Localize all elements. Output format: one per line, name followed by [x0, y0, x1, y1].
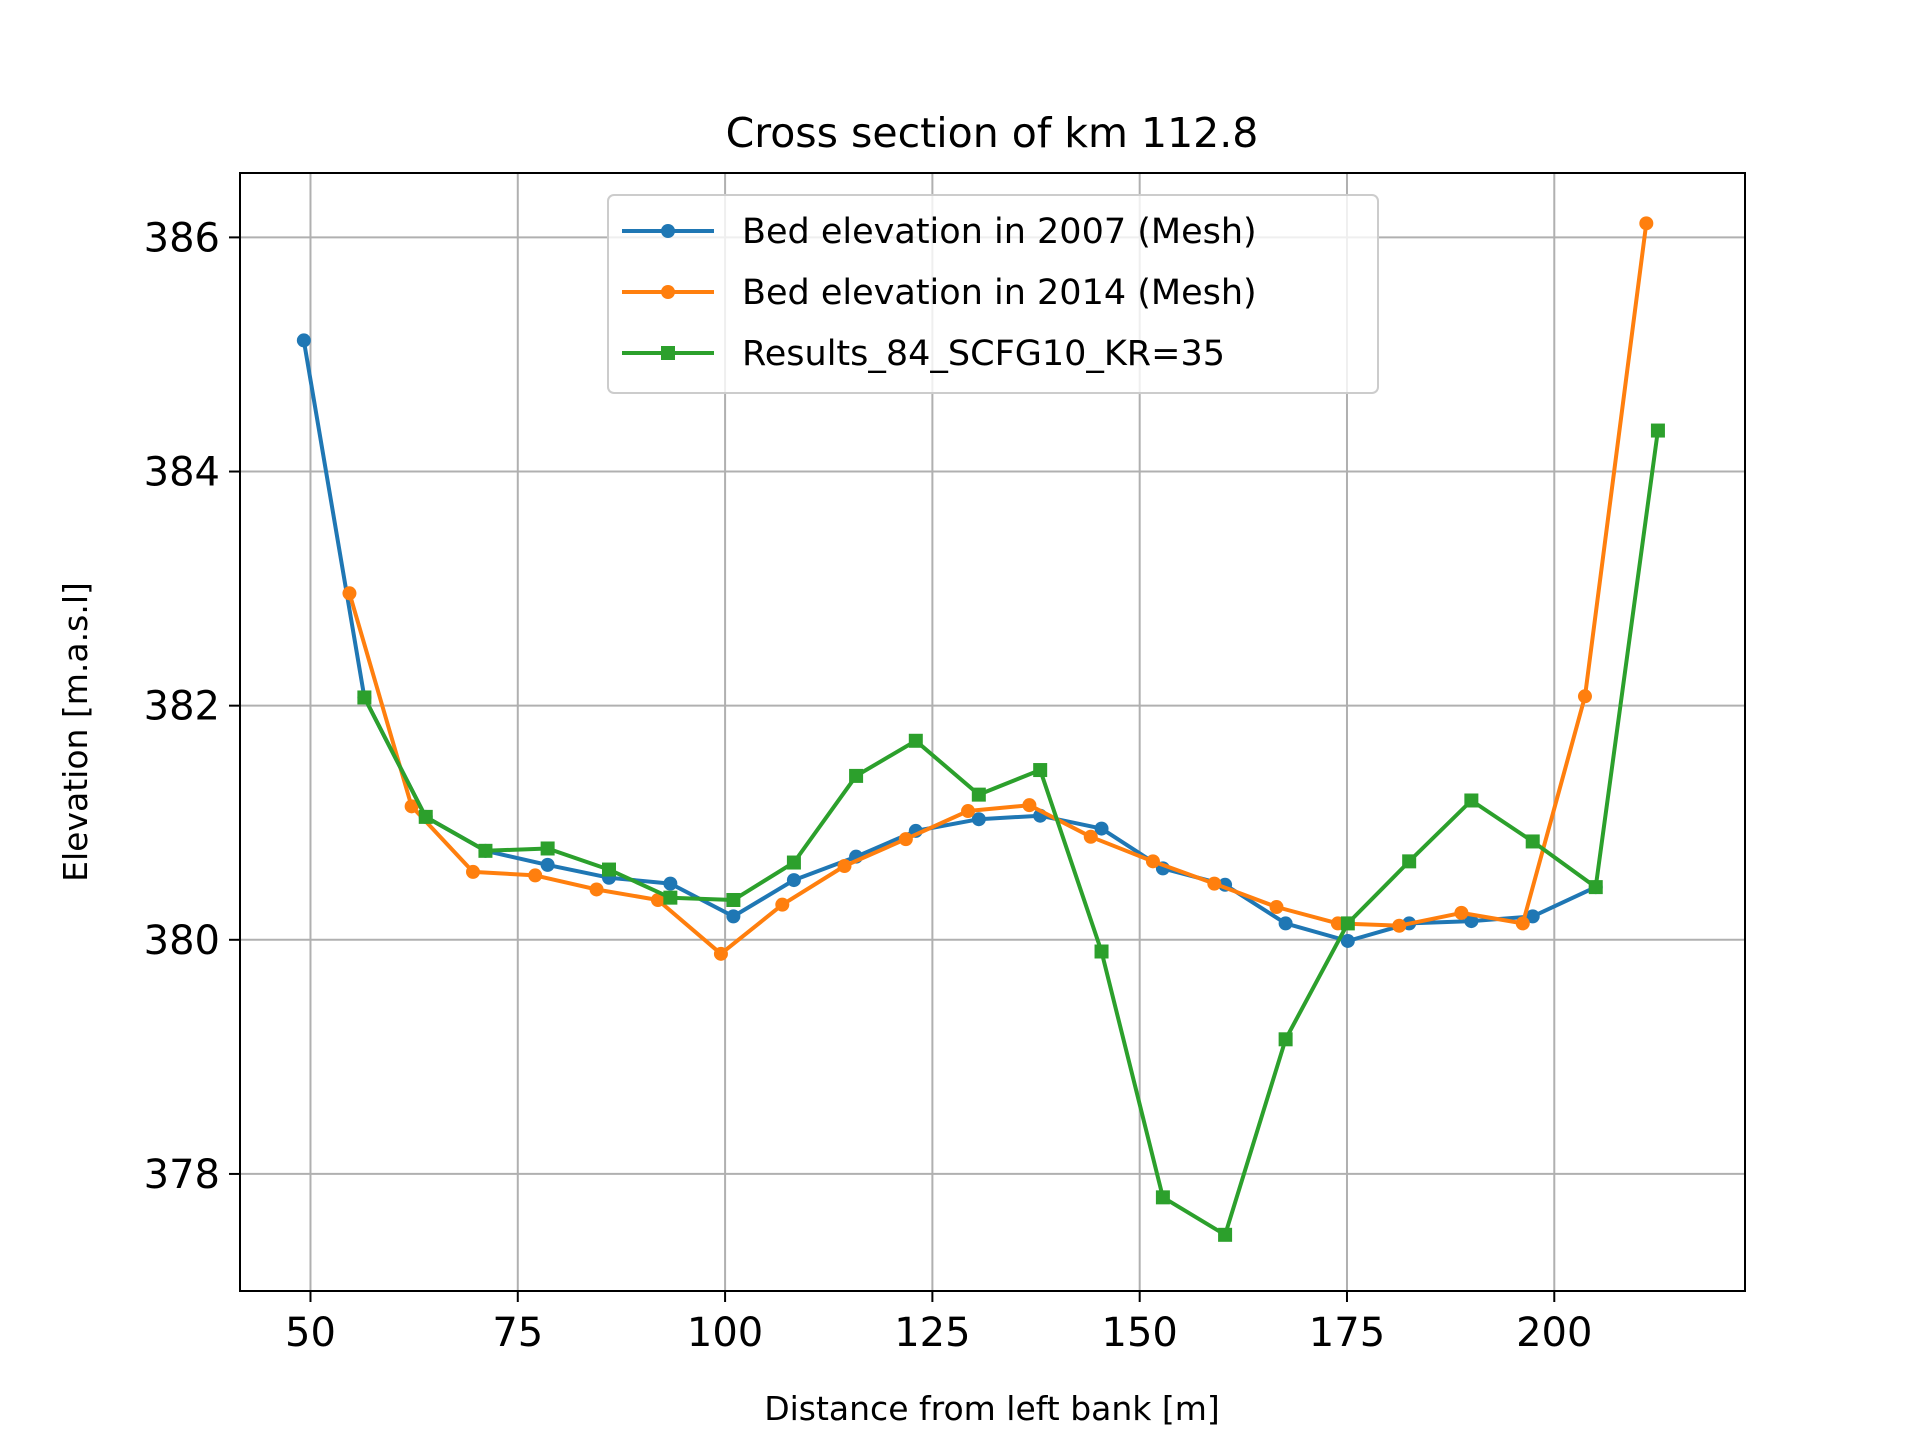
x-tick-label: 100: [687, 1310, 763, 1356]
data-point-circle: [1525, 909, 1540, 924]
data-point-circle: [1639, 216, 1654, 231]
legend-box: [607, 194, 1379, 394]
data-point-circle: [663, 876, 678, 891]
x-tick-label: 150: [1102, 1310, 1178, 1356]
data-point-circle: [1145, 854, 1160, 869]
axis-ticks: 50 75 100 125 150 175 200 378 380 382 384 386: [144, 215, 1593, 1356]
data-point-square: [1094, 944, 1109, 959]
data-point-circle: [1083, 829, 1098, 844]
data-point-circle: [528, 868, 543, 883]
legend-label: Results_84_SCFG10_KR=35: [742, 334, 1225, 374]
series-line: [347, 223, 1649, 956]
data-point-circle: [713, 946, 728, 961]
data-point-square: [540, 841, 555, 856]
series-line: [362, 430, 1660, 1237]
data-point-circle: [1577, 689, 1592, 704]
data-point-square: [726, 892, 741, 907]
y-tick-label: 378: [144, 1152, 220, 1198]
legend-entry: Results_84_SCFG10_KR=35: [622, 334, 1225, 374]
data-point-circle: [1094, 821, 1109, 836]
legend-label: Bed elevation in 2014 (Mesh): [742, 273, 1257, 313]
data-point-circle: [540, 857, 555, 872]
x-tick-label: 75: [492, 1310, 543, 1356]
legend-entry: Bed elevation in 2014 (Mesh): [622, 273, 1257, 313]
y-axis-label: Elevation [m.a.s.l]: [56, 582, 95, 882]
data-point-square: [1464, 793, 1479, 808]
data-point-square: [1650, 423, 1665, 438]
x-tick-label: 175: [1309, 1310, 1385, 1356]
data-point-circle: [1278, 916, 1293, 931]
data-point-square: [1033, 763, 1048, 778]
legend: Bed elevation in 2007 (Mesh) Bed elevatio…: [607, 194, 1379, 394]
data-point-square: [1525, 834, 1540, 849]
data-point-circle: [971, 812, 986, 827]
x-tick-label: 200: [1516, 1310, 1592, 1356]
data-point-square: [1340, 916, 1355, 931]
data-point-square: [786, 855, 801, 870]
data-point-circle: [786, 873, 801, 888]
data-point-circle: [589, 882, 604, 897]
data-point-circle: [296, 333, 311, 348]
data-point-circle: [1340, 933, 1355, 948]
legend-label: Bed elevation in 2007 (Mesh): [742, 212, 1257, 252]
data-point-square: [1155, 1190, 1170, 1205]
chart-title: Cross section of km 112.8: [726, 109, 1259, 157]
y-tick-label: 382: [144, 684, 220, 730]
series-2: [342, 216, 1654, 961]
data-point-circle: [837, 859, 852, 874]
data-point-circle: [1392, 918, 1407, 933]
data-point-circle: [466, 864, 481, 879]
data-point-circle: [726, 909, 741, 924]
data-point-circle: [1269, 900, 1284, 915]
data-point-circle: [342, 586, 357, 601]
data-point-square: [661, 346, 675, 360]
data-point-circle: [661, 285, 675, 299]
y-tick-label: 384: [144, 450, 220, 496]
data-point-square: [663, 890, 678, 905]
data-point-square: [1278, 1032, 1293, 1047]
data-point-square: [908, 733, 923, 748]
data-point-circle: [650, 892, 665, 907]
y-tick-label: 386: [144, 215, 220, 261]
data-point-square: [478, 843, 493, 858]
series-1: [296, 333, 1603, 948]
data-point-circle: [775, 897, 790, 912]
axes-frame: [239, 172, 1746, 1292]
data-point-circle: [1515, 916, 1530, 931]
data-point-square: [357, 690, 372, 705]
data-point-square: [1402, 854, 1417, 869]
data-point-square: [601, 862, 616, 877]
data-point-circle: [898, 832, 913, 847]
x-axis-label: Distance from left bank [m]: [764, 1389, 1220, 1428]
x-tick-label: 50: [285, 1310, 336, 1356]
legend-entry: Bed elevation in 2007 (Mesh): [622, 212, 1257, 252]
series-line: [301, 340, 1597, 943]
data-point-circle: [404, 799, 419, 814]
data-point-circle: [961, 804, 976, 819]
data-point-square: [849, 768, 864, 783]
x-tick-label: 125: [894, 1310, 970, 1356]
data-point-square: [1218, 1227, 1233, 1242]
data-point-circle: [1454, 905, 1469, 920]
data-point-square: [418, 809, 433, 824]
data-point-circle: [1207, 876, 1222, 891]
data-point-square: [971, 787, 986, 802]
data-point-circle: [1464, 914, 1479, 929]
data-point-circle: [1022, 798, 1037, 813]
series-3: [357, 423, 1665, 1242]
data-point-square: [1588, 880, 1603, 895]
data-point-circle: [661, 224, 675, 238]
plot-series: [296, 216, 1665, 1242]
y-tick-label: 380: [144, 918, 220, 964]
